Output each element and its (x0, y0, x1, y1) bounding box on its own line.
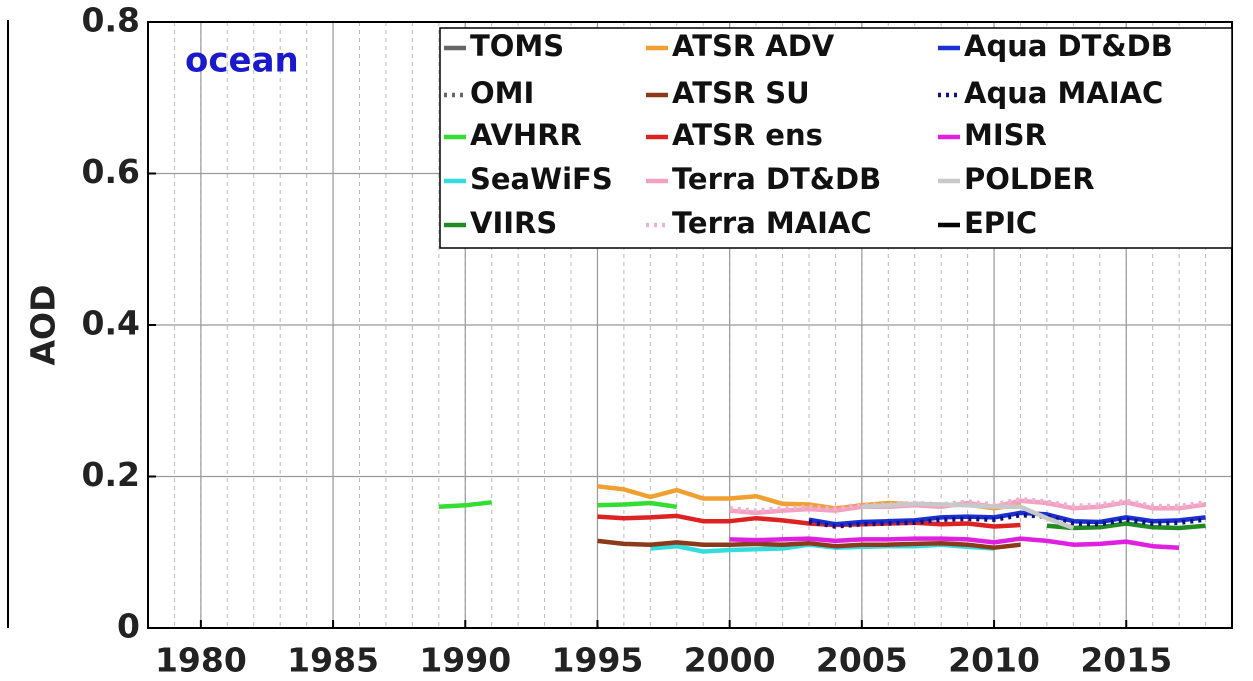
legend-box (439, 27, 1233, 249)
x-tick-label: 2010 (948, 641, 1040, 680)
legend-label: ATSR SU (672, 76, 810, 110)
x-tick-label: 1995 (552, 641, 644, 680)
y-tick-label: 0.6 (82, 152, 140, 191)
legend-label: OMI (470, 76, 534, 110)
legend-label: TOMS (470, 29, 564, 63)
y-tick-label: 0.4 (82, 304, 140, 343)
legend-label: Aqua DT&DB (964, 29, 1173, 63)
legend-label: VIIRS (470, 206, 557, 240)
y-tick-label: 0.8 (82, 1, 140, 40)
series-line (729, 536, 1180, 550)
x-tick-label: 1985 (287, 641, 379, 680)
series-line (861, 501, 1075, 531)
x-tick-label: 1980 (155, 641, 247, 680)
legend: TOMS OMI AVHRR SeaWiFS VIIRS ATSR ADV ATSR SU A… (439, 27, 1233, 249)
y-tick-label: 0 (117, 607, 140, 646)
legend-label: Aqua MAIAC (964, 76, 1163, 110)
plot-frame (147, 21, 1233, 629)
x-tick-label: 2000 (684, 641, 776, 680)
x-tick-label: 2015 (1080, 641, 1172, 680)
legend-label: ATSR ADV (672, 29, 835, 63)
legend-label: MISR (964, 118, 1047, 152)
legend-label: ATSR ens (672, 118, 823, 152)
legend-label: SeaWiFS (470, 162, 613, 196)
y-axis-label: AOD (24, 285, 63, 366)
x-tick-label: 2005 (816, 641, 908, 680)
series-line (808, 510, 1206, 527)
legend-label: AVHRR (470, 118, 582, 152)
series-line (597, 538, 1021, 550)
legend-label: Terra MAIAC (672, 206, 872, 240)
legend-label: Terra DT&DB (672, 162, 881, 196)
annotation: ocean (185, 41, 299, 81)
series-line (729, 498, 1206, 516)
y-tick-label: 0.2 (82, 455, 140, 494)
series-line (808, 512, 1206, 529)
series-line (438, 500, 678, 510)
legend-label: POLDER (964, 162, 1095, 196)
legend-label: EPIC (964, 206, 1037, 240)
x-tick-label: 1990 (419, 641, 511, 680)
